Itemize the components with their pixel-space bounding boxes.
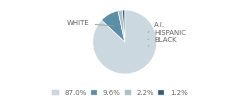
Legend: 87.0%, 9.6%, 2.2%, 1.2%: 87.0%, 9.6%, 2.2%, 1.2% bbox=[52, 89, 188, 96]
Wedge shape bbox=[122, 10, 125, 42]
Text: A.I.: A.I. bbox=[148, 22, 165, 32]
Text: HISPANIC: HISPANIC bbox=[148, 30, 186, 39]
Wedge shape bbox=[118, 10, 125, 42]
Text: WHITE: WHITE bbox=[67, 20, 114, 26]
Wedge shape bbox=[93, 10, 157, 74]
Text: BLACK: BLACK bbox=[148, 37, 177, 46]
Wedge shape bbox=[102, 11, 125, 42]
